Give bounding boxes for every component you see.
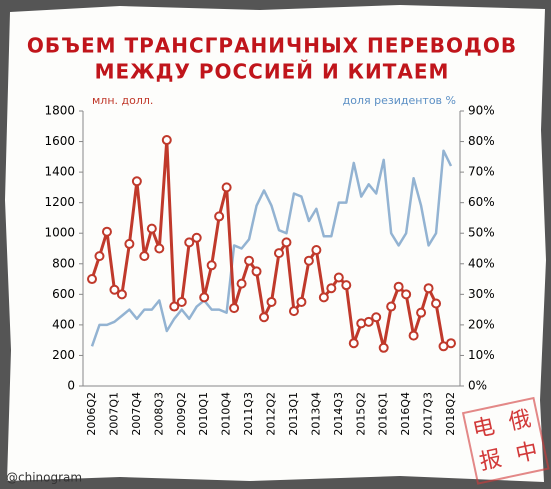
y-tick-label: 1200 xyxy=(44,195,75,209)
data-point xyxy=(236,278,247,289)
x-tick-label: 2013Q1 xyxy=(287,392,300,436)
data-point xyxy=(131,176,142,187)
stamp-frame xyxy=(461,396,550,485)
data-point xyxy=(333,272,344,283)
y2-tick-label: 0% xyxy=(468,379,487,393)
data-point xyxy=(386,301,397,312)
data-point xyxy=(431,298,442,309)
x-tick-label: 2016Q4 xyxy=(399,392,412,436)
y2-tick-label: 90% xyxy=(468,104,495,118)
x-tick-label: 2014Q3 xyxy=(332,392,345,436)
y-tick-label: 1800 xyxy=(44,104,75,118)
data-point xyxy=(303,255,314,266)
stamp-char: 报 xyxy=(477,446,504,475)
y2-tick-label: 70% xyxy=(468,165,495,179)
data-point xyxy=(259,312,270,323)
x-tick-label: 2008Q3 xyxy=(152,392,165,436)
y-tick-label: 1000 xyxy=(44,226,75,240)
stamp-char: 电 xyxy=(470,414,497,443)
chart-title: МЕЖДУ РОССИЕЙ И КИТАЕМ xyxy=(95,60,450,84)
data-point xyxy=(348,338,359,349)
data-point xyxy=(109,284,120,295)
watermark: @chinogram xyxy=(6,471,82,485)
x-tick-label: 2007Q1 xyxy=(107,392,120,436)
data-point xyxy=(199,292,210,303)
y-tick-label: 1600 xyxy=(44,134,75,148)
data-point xyxy=(139,251,150,262)
data-point xyxy=(363,316,374,327)
data-point xyxy=(281,237,292,248)
y-axis-label: млн. долл. xyxy=(92,94,153,107)
data-point xyxy=(416,307,427,318)
y2-tick-label: 60% xyxy=(468,195,495,209)
data-point xyxy=(273,248,284,259)
paper xyxy=(5,5,546,482)
data-point xyxy=(244,255,255,266)
stamp-char: 中 xyxy=(513,439,540,468)
stamp-char: 俄 xyxy=(507,406,534,435)
x-tick-label: 2016Q1 xyxy=(377,392,390,436)
x-tick-label: 2018Q2 xyxy=(444,392,457,436)
data-point xyxy=(423,283,434,294)
x-tick-label: 2015Q2 xyxy=(354,392,367,436)
data-point xyxy=(296,296,307,307)
data-point xyxy=(191,232,202,243)
data-point xyxy=(288,306,299,317)
data-point xyxy=(87,274,97,285)
data-point xyxy=(251,266,262,277)
data-point xyxy=(371,312,382,323)
data-point xyxy=(146,223,157,234)
data-point xyxy=(393,281,404,292)
y2-axis-label: доля резидентов % xyxy=(343,94,456,107)
y2-tick-label: 30% xyxy=(468,287,495,301)
data-point xyxy=(378,342,389,353)
x-tick-label: 2011Q3 xyxy=(242,392,255,436)
y-tick-label: 800 xyxy=(52,256,75,270)
data-point xyxy=(176,296,187,307)
data-point xyxy=(266,296,277,307)
data-point xyxy=(184,237,195,248)
x-tick-label: 2009Q2 xyxy=(175,392,188,436)
data-point xyxy=(401,289,412,300)
x-tick-label: 2017Q3 xyxy=(422,392,435,436)
data-point xyxy=(341,280,352,291)
x-tick-label: 2012Q2 xyxy=(265,392,278,436)
y-tick-label: 200 xyxy=(52,348,75,362)
data-point xyxy=(446,338,456,349)
chart-title: ОБЪЕМ ТРАНСГРАНИЧНЫХ ПЕРЕВОДОВ xyxy=(27,34,517,58)
data-point xyxy=(214,211,225,222)
x-tick-label: 2006Q2 xyxy=(85,392,98,436)
stamp: 电 俄 报 中 xyxy=(461,396,550,485)
x-tick-label: 2010Q1 xyxy=(197,392,210,436)
data-point xyxy=(169,301,180,312)
y-tick-label: 1400 xyxy=(44,165,75,179)
data-point xyxy=(229,303,240,314)
y2-tick-label: 10% xyxy=(468,348,495,362)
x-tick-label: 2013Q4 xyxy=(309,392,322,436)
data-point xyxy=(311,245,322,256)
y2-tick-label: 50% xyxy=(468,226,495,240)
data-point xyxy=(116,289,127,300)
data-point xyxy=(408,330,419,341)
series-line xyxy=(90,149,453,347)
y-tick-label: 400 xyxy=(52,317,75,331)
y2-tick-label: 40% xyxy=(468,256,495,270)
data-point xyxy=(318,292,329,303)
data-point xyxy=(101,226,112,237)
data-point xyxy=(221,182,232,193)
data-point xyxy=(161,135,172,146)
data-point xyxy=(154,243,165,254)
x-tick-label: 2007Q4 xyxy=(130,392,143,436)
data-point xyxy=(124,238,135,249)
y-tick-label: 0 xyxy=(67,379,75,393)
data-point xyxy=(326,283,337,294)
data-point xyxy=(94,251,105,262)
x-tick-label: 2010Q4 xyxy=(220,392,233,436)
data-point xyxy=(206,260,217,271)
y2-tick-label: 20% xyxy=(468,317,495,331)
y2-tick-label: 80% xyxy=(468,134,495,148)
y-tick-label: 600 xyxy=(52,287,75,301)
